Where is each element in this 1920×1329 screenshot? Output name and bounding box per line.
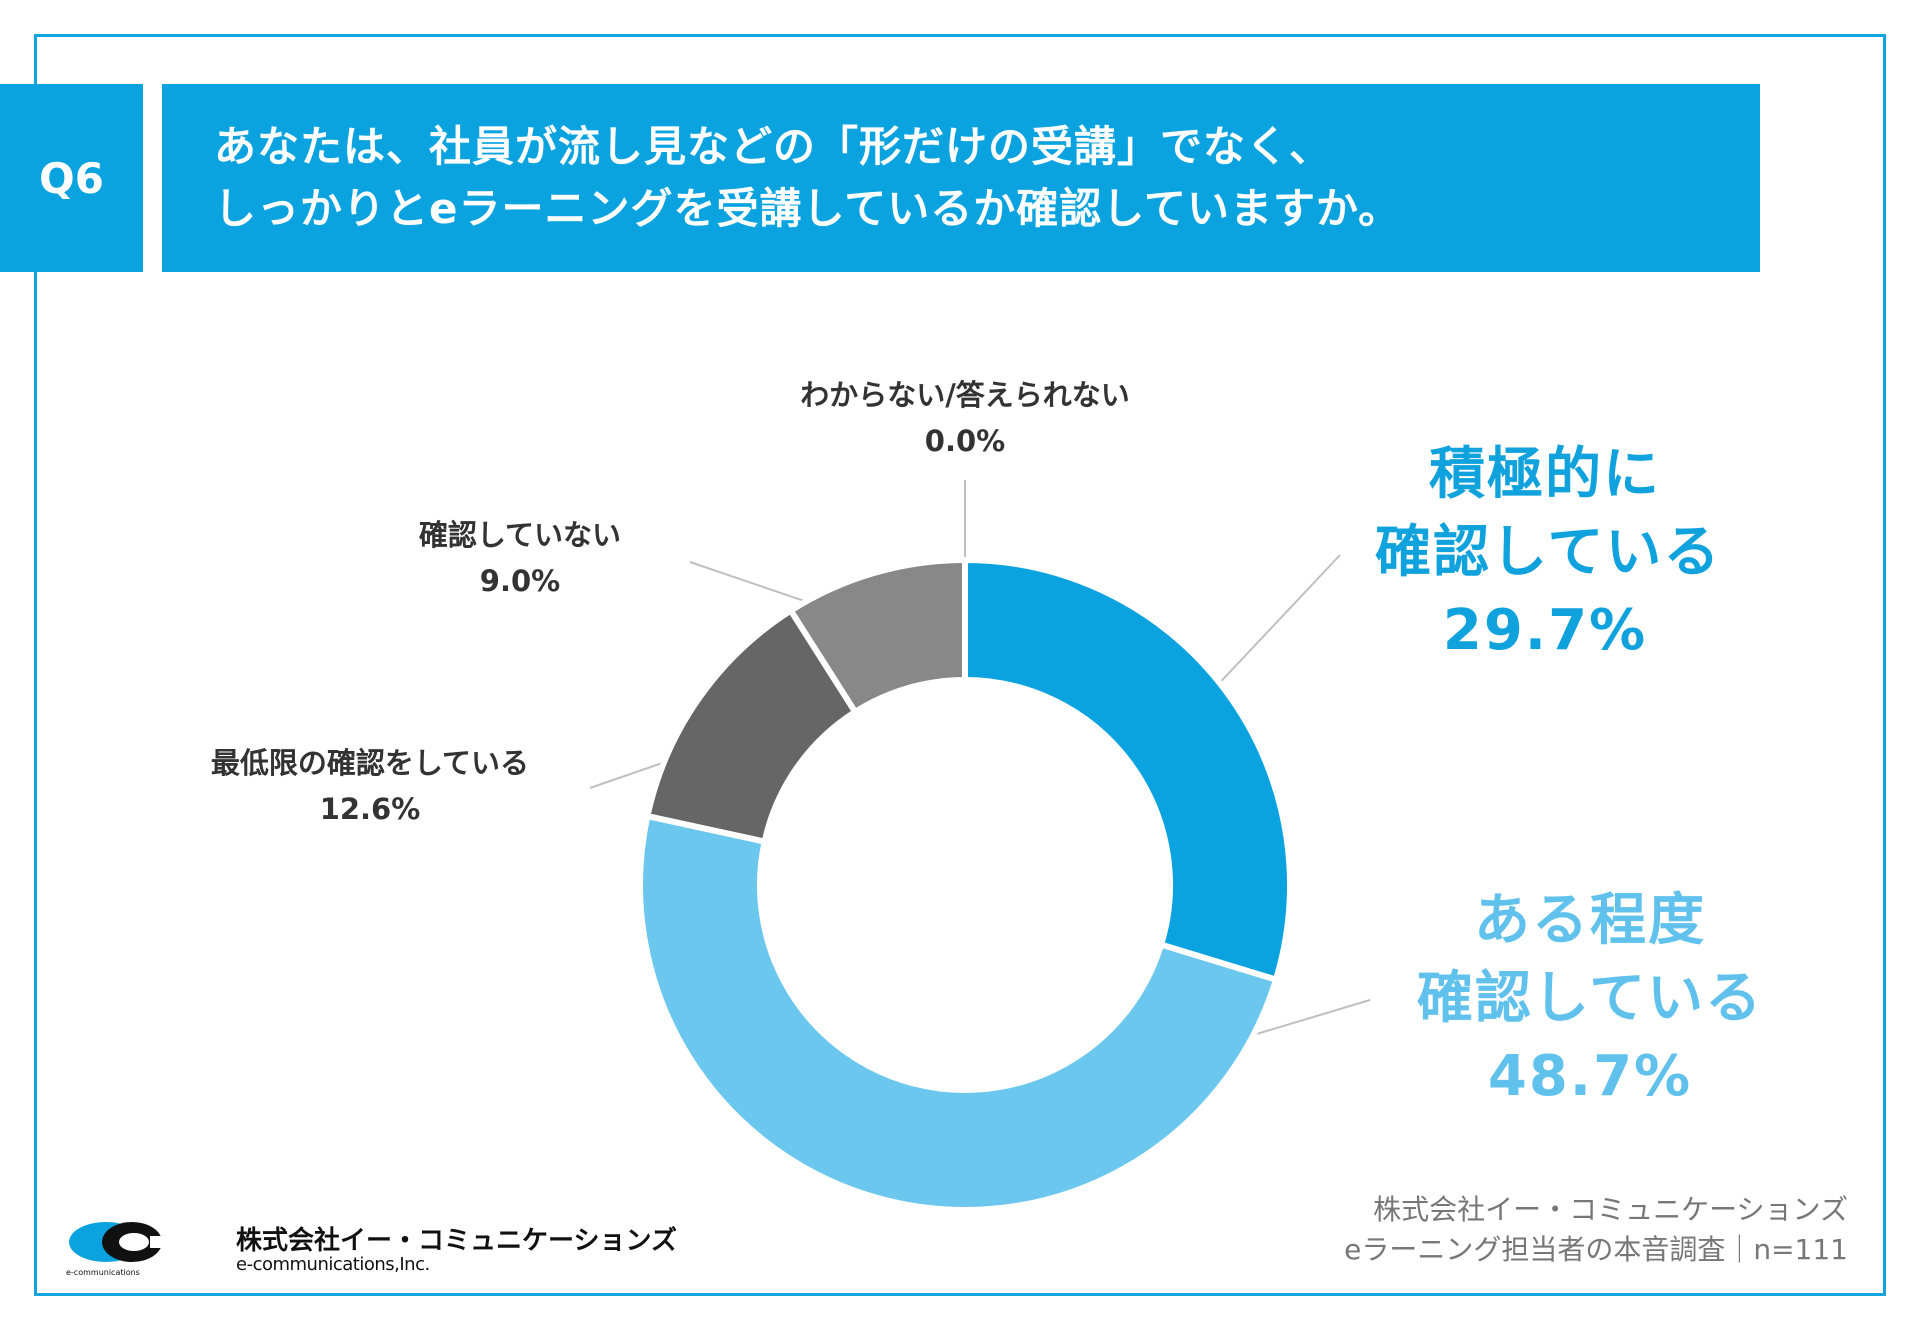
label-not-checking: 確認していない 9.0% <box>370 512 670 604</box>
question-line-1: あなたは、社員が流し見などの「形だけの受講」でなく、 <box>214 122 1333 171</box>
chart-frame <box>34 34 1886 1296</box>
question-line-2: しっかりとeラーニングを受講しているか確認していますか。 <box>214 184 1402 233</box>
label-active-check-line1: 積極的に <box>1429 442 1661 507</box>
label-not-checking-value: 9.0% <box>479 564 561 598</box>
source-line-1: 株式会社イー・コミュニケーションズ <box>1373 1193 1848 1226</box>
label-active-check-line2: 確認している <box>1375 520 1722 585</box>
label-some-check-line1: ある程度 <box>1474 888 1706 953</box>
label-some-check: ある程度 確認している 48.7% <box>1415 882 1765 1116</box>
company-name-en: e-communications,Inc. <box>236 1254 430 1275</box>
label-unknown-line1: わからない/答えられない <box>800 378 1130 412</box>
survey-source: 株式会社イー・コミュニケーションズ eラーニング担当者の本音調査｜n=111 <box>1344 1190 1848 1270</box>
company-logo-tiny-text: e-communications <box>66 1268 140 1277</box>
question-banner: あなたは、社員が流し見などの「形だけの受講」でなく、 しっかりとeラーニングを受… <box>162 84 1760 272</box>
question-number-badge: Q6 <box>0 84 143 272</box>
company-name-jp: 株式会社イー・コミュニケーションズ <box>236 1226 677 1256</box>
label-some-check-value: 48.7% <box>1487 1044 1693 1109</box>
label-minimum-check-value: 12.6% <box>319 792 421 826</box>
label-unknown-value: 0.0% <box>924 424 1006 458</box>
label-minimum-check-line1: 最低限の確認をしている <box>210 746 530 780</box>
company-logo-mark <box>69 1222 168 1262</box>
slice-active-check <box>962 556 1293 984</box>
donut-slices <box>637 556 1293 1213</box>
label-minimum-check: 最低限の確認をしている 12.6% <box>170 740 570 832</box>
label-active-check-value: 29.7% <box>1442 598 1648 663</box>
label-unknown: わからない/答えられない 0.0% <box>740 372 1190 464</box>
company-logo: e-communications 株式会社イー・コミュニケーションズ e-com… <box>66 1218 677 1278</box>
label-some-check-line2: 確認している <box>1416 966 1764 1031</box>
source-line-2: eラーニング担当者の本音調査｜n=111 <box>1344 1233 1848 1266</box>
label-active-check: 積極的に 確認している 29.7% <box>1375 436 1722 670</box>
slice-not-checking <box>786 556 968 717</box>
label-not-checking-line1: 確認していない <box>418 518 622 552</box>
slice-some-check <box>637 812 1280 1213</box>
